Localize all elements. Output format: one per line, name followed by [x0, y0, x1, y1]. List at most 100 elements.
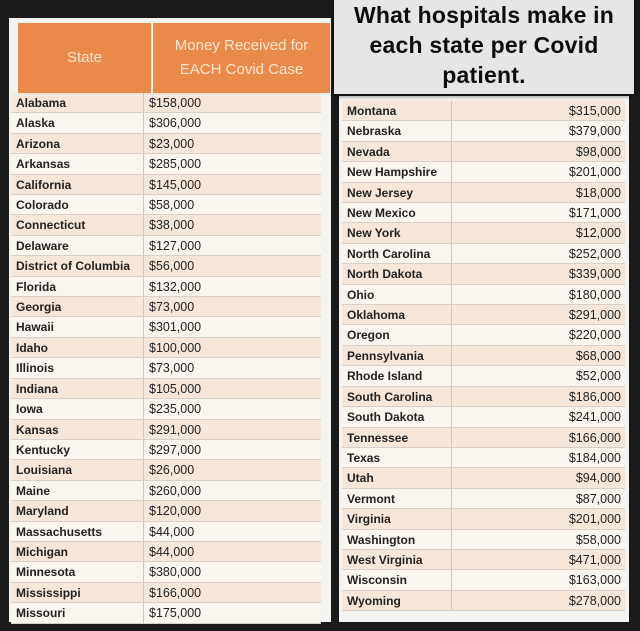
- table-row: Washington $58,000: [342, 529, 625, 550]
- state-name-cell: Nevada: [342, 141, 452, 162]
- table-row: Delaware $127,000: [11, 235, 321, 257]
- amount-cell: $220,000: [568, 328, 621, 343]
- state-name-cell: Pennsylvania: [342, 345, 452, 366]
- state-name-cell: Utah: [342, 468, 452, 488]
- amount-cell: $56,000: [149, 259, 195, 274]
- state-name-cell: Indiana: [11, 378, 144, 399]
- state-name-cell: Illinois: [11, 358, 144, 378]
- table-row: New York $12,000: [342, 223, 625, 244]
- state-name-cell: Montana: [342, 101, 452, 121]
- state-name-cell: Tennessee: [342, 427, 452, 447]
- table-row: Wyoming $278,000: [342, 590, 625, 612]
- amount-cell: $26,000: [149, 463, 195, 478]
- table-header: State Money Received for EACH Covid Case: [18, 23, 330, 93]
- table-row: Idaho $100,000: [11, 337, 321, 359]
- table-row: Alaska $306,000: [11, 113, 321, 134]
- amount-cell: $18,000: [575, 185, 621, 200]
- amount-cell: $94,000: [575, 471, 621, 486]
- amount-cell: $297,000: [149, 442, 202, 457]
- state-name-cell: Arkansas: [11, 154, 144, 174]
- amount-cell: $241,000: [568, 410, 621, 425]
- column-header-state: State: [18, 23, 151, 93]
- column-header-money: Money Received for EACH Covid Case: [153, 23, 330, 93]
- table-row: Illinois $73,000: [11, 358, 321, 379]
- right-table-panel: Montana $315,000 Nebraska $379,000 Nevada $98…: [339, 96, 629, 622]
- table-row: Montana $315,000: [342, 101, 625, 122]
- table-row: Georgia $73,000: [11, 297, 321, 318]
- caption-line: each state per Covid: [369, 32, 599, 58]
- table-row: Rhode Island $52,000: [342, 366, 625, 387]
- amount-cell: $285,000: [149, 157, 202, 172]
- table-row: Indiana $105,000: [11, 378, 321, 400]
- amount-cell: $105,000: [149, 381, 202, 396]
- state-name-cell: Washington: [342, 529, 452, 549]
- table-row: Massachusetts $44,000: [11, 521, 321, 542]
- state-name-cell: New York: [342, 223, 452, 243]
- amount-cell: $380,000: [149, 565, 202, 580]
- state-name-cell: Hawaii: [11, 317, 144, 337]
- amount-cell: $87,000: [575, 491, 621, 506]
- table-row: Louisiana $26,000: [11, 460, 321, 481]
- amount-cell: $201,000: [568, 512, 621, 527]
- table-row: Alabama $158,000: [11, 93, 321, 114]
- table-row: South Carolina $186,000: [342, 386, 625, 408]
- state-name-cell: South Dakota: [342, 407, 452, 427]
- table-row: Oregon $220,000: [342, 325, 625, 346]
- table-row: Hawaii $301,000: [11, 317, 321, 338]
- amount-cell: $471,000: [568, 552, 621, 567]
- state-name-cell: Florida: [11, 276, 144, 297]
- table-row: Mississippi $166,000: [11, 582, 321, 604]
- amount-cell: $291,000: [568, 308, 621, 323]
- state-name-cell: Alabama: [11, 93, 144, 113]
- amount-cell: $38,000: [149, 218, 195, 233]
- amount-cell: $73,000: [149, 300, 195, 315]
- amount-cell: $166,000: [149, 585, 202, 600]
- amount-cell: $379,000: [568, 124, 621, 139]
- state-name-cell: South Carolina: [342, 386, 452, 407]
- state-name-cell: Massachusetts: [11, 521, 144, 541]
- state-name-cell: Wyoming: [342, 590, 452, 611]
- table-row: Ohio $180,000: [342, 284, 625, 306]
- state-name-cell: Virginia: [342, 509, 452, 529]
- amount-cell: $127,000: [149, 238, 202, 253]
- state-name-cell: California: [11, 174, 144, 195]
- amount-cell: $301,000: [149, 320, 202, 335]
- table-row: Nebraska $379,000: [342, 121, 625, 142]
- caption-box: What hospitals make in each state per Co…: [334, 0, 634, 94]
- table-row: Iowa $235,000: [11, 399, 321, 420]
- state-name-cell: Nebraska: [342, 121, 452, 141]
- amount-cell: $315,000: [568, 104, 621, 118]
- amount-cell: $44,000: [149, 544, 195, 559]
- amount-cell: $278,000: [568, 593, 621, 608]
- state-name-cell: Iowa: [11, 399, 144, 419]
- amount-cell: $98,000: [575, 144, 621, 159]
- amount-cell: $100,000: [149, 340, 202, 355]
- state-name-cell: Alaska: [11, 113, 144, 133]
- caption-line: What hospitals make in: [353, 2, 614, 28]
- state-name-cell: Rhode Island: [342, 366, 452, 386]
- table-row: Oklahoma $291,000: [342, 305, 625, 326]
- amount-cell: $186,000: [568, 389, 621, 404]
- state-name-cell: Kentucky: [11, 439, 144, 460]
- table-row: Texas $184,000: [342, 447, 625, 469]
- amount-cell: $132,000: [149, 279, 202, 294]
- table-row: New Jersey $18,000: [342, 182, 625, 204]
- table-row: Virginia $201,000: [342, 509, 625, 530]
- amount-cell: $44,000: [149, 524, 195, 539]
- state-name-cell: Minnesota: [11, 562, 144, 582]
- amount-cell: $306,000: [149, 116, 202, 131]
- table-row: Kentucky $297,000: [11, 439, 321, 461]
- table-row: Missouri $175,000: [11, 603, 321, 624]
- state-name-cell: Michigan: [11, 541, 144, 562]
- state-name-cell: North Dakota: [342, 264, 452, 284]
- amount-cell: $145,000: [149, 177, 202, 192]
- state-name-cell: Mississippi: [11, 582, 144, 603]
- table-row: South Dakota $241,000: [342, 407, 625, 428]
- amount-cell: $120,000: [149, 504, 202, 519]
- state-name-cell: Maryland: [11, 501, 144, 521]
- state-name-cell: New Hampshire: [342, 162, 452, 182]
- right-table-body: Montana $315,000 Nebraska $379,000 Nevada $98…: [342, 101, 625, 612]
- left-table-panel: State Money Received for EACH Covid Case…: [9, 18, 331, 624]
- amount-cell: $184,000: [568, 450, 621, 465]
- table-row: Michigan $44,000: [11, 541, 321, 563]
